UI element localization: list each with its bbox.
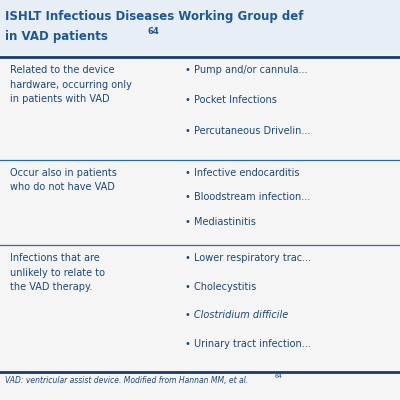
Text: who do not have VAD: who do not have VAD	[10, 182, 115, 192]
Text: • Clostridium difficile: • Clostridium difficile	[185, 310, 288, 320]
Text: Occur also in patients: Occur also in patients	[10, 168, 117, 178]
Text: • Pump and/or cannula...: • Pump and/or cannula...	[185, 65, 308, 75]
Text: in patients with VAD: in patients with VAD	[10, 94, 110, 104]
Text: Infections that are: Infections that are	[10, 253, 100, 263]
Text: • Infective endocarditis: • Infective endocarditis	[185, 168, 300, 178]
Text: the VAD therapy.: the VAD therapy.	[10, 282, 92, 292]
Text: unlikely to relate to: unlikely to relate to	[10, 268, 105, 278]
Text: hardware, occurring only: hardware, occurring only	[10, 80, 132, 90]
Text: 64: 64	[275, 374, 283, 379]
Text: • Percutaneous Drivelin...: • Percutaneous Drivelin...	[185, 126, 310, 136]
Text: ISHLT Infectious Diseases Working Group def: ISHLT Infectious Diseases Working Group …	[5, 10, 304, 23]
Text: 64: 64	[148, 27, 160, 36]
Text: • Cholecystitis: • Cholecystitis	[185, 282, 256, 292]
Text: in VAD patients: in VAD patients	[5, 30, 108, 43]
Bar	[0, 0, 400, 55]
Text: VAD: ventricular assist device. Modified from Hannan MM, et al.: VAD: ventricular assist device. Modified…	[5, 376, 248, 385]
Text: Related to the device: Related to the device	[10, 65, 114, 75]
Text: • Lower respiratory trac...: • Lower respiratory trac...	[185, 253, 311, 263]
Text: • Mediastinitis: • Mediastinitis	[185, 217, 256, 227]
Text: • Bloodstream infection...: • Bloodstream infection...	[185, 192, 310, 202]
Text: • Pocket Infections: • Pocket Infections	[185, 95, 277, 105]
Text: • Urinary tract infection...: • Urinary tract infection...	[185, 339, 311, 349]
